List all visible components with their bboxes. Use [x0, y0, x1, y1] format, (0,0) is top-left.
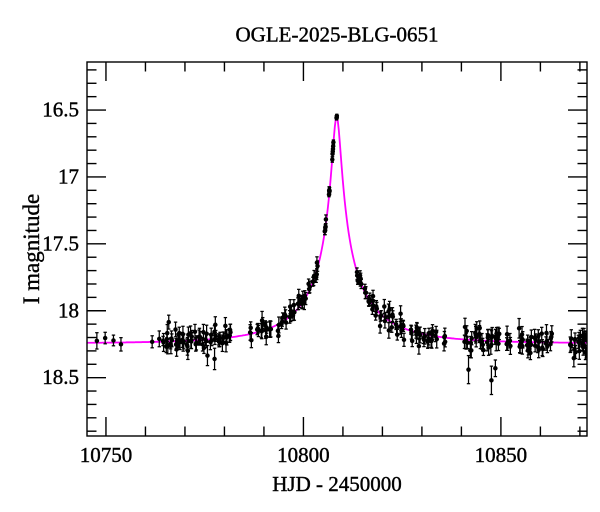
x-tick-label: 10800 — [277, 443, 330, 467]
plot-frame — [86, 61, 588, 437]
y-tick-label: 18 — [58, 298, 79, 322]
chart-title: OGLE-2025-BLG-0651 — [236, 23, 439, 47]
text-layer: 10750 10800 10850 16.5 17 17.5 18 18.5 OGLE-2025… — [19, 22, 528, 496]
x-tick-label: 10850 — [475, 443, 528, 467]
y-tick-label: 17.5 — [42, 231, 79, 255]
y-axis-label: I magnitude — [19, 194, 44, 305]
y-tick-label: 17 — [58, 164, 79, 188]
ogle-i-band-photometry — [94, 113, 587, 396]
x-axis-label: HJD - 2450000 — [272, 472, 402, 496]
y-tick-label: 16.5 — [42, 98, 79, 122]
x-tick-label: 10750 — [80, 443, 133, 467]
axis-ticks — [87, 62, 587, 436]
y-tick-label: 18.5 — [42, 365, 79, 389]
